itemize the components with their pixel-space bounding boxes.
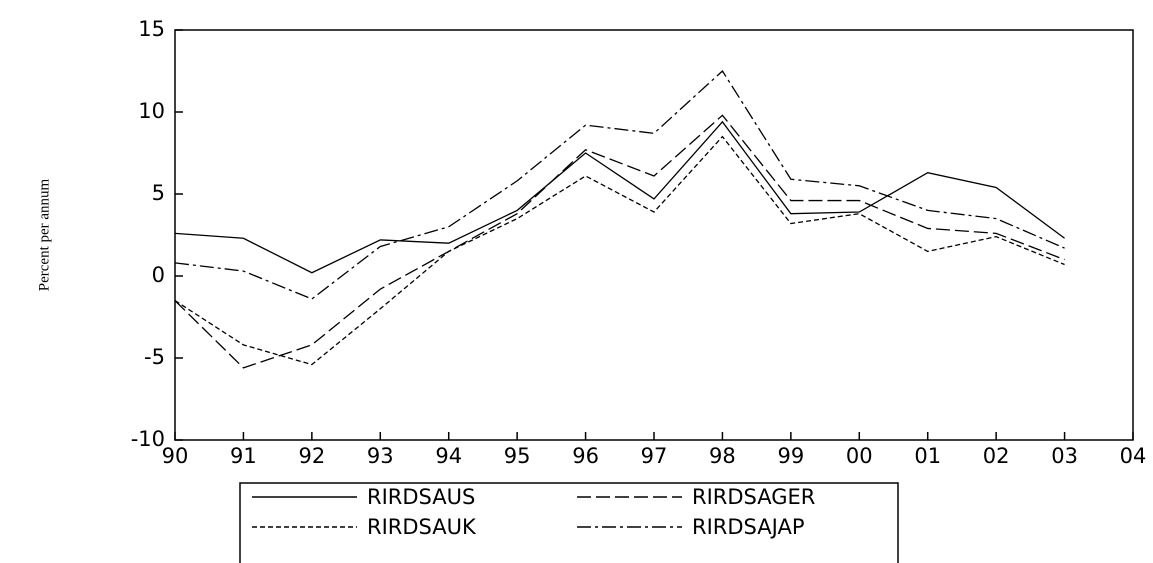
y-tick-label: 0 <box>152 263 165 287</box>
x-tick-label: 95 <box>504 444 531 468</box>
y-tick-label: -10 <box>131 427 165 451</box>
legend-label: RIRDSAUS <box>367 485 475 509</box>
legend-label: RIRDSAJAP <box>692 515 805 539</box>
x-tick-label: 02 <box>983 444 1010 468</box>
x-tick-label: 92 <box>298 444 325 468</box>
x-tick-label: 01 <box>914 444 941 468</box>
plot-frame <box>174 29 1134 441</box>
series-line <box>174 120 1065 274</box>
x-tick-label: 04 <box>1120 444 1147 468</box>
x-tick-label: 91 <box>230 444 257 468</box>
x-tick-label: 00 <box>846 444 873 468</box>
x-tick-label: 90 <box>162 444 189 468</box>
x-tick-label: 96 <box>572 444 599 468</box>
y-axis-label: Percent per annum <box>36 178 52 291</box>
x-tick-label: 97 <box>641 444 668 468</box>
series-line <box>174 114 1065 369</box>
legend-box <box>239 482 899 563</box>
legend-label: RIRDSAUK <box>367 515 477 539</box>
y-tick-label: 10 <box>138 99 165 123</box>
legend-label: RIRDSAGER <box>692 485 815 509</box>
y-tick-label: 15 <box>138 17 165 41</box>
x-tick-label: 98 <box>709 444 736 468</box>
x-tick-label: 99 <box>777 444 804 468</box>
y-tick-label: 5 <box>152 181 165 205</box>
x-tick-label: 94 <box>435 444 462 468</box>
y-tick-label: -5 <box>144 345 165 369</box>
x-tick-label: 93 <box>367 444 394 468</box>
series-line <box>174 135 1065 366</box>
x-tick-label: 03 <box>1051 444 1078 468</box>
series-line <box>174 69 1065 300</box>
